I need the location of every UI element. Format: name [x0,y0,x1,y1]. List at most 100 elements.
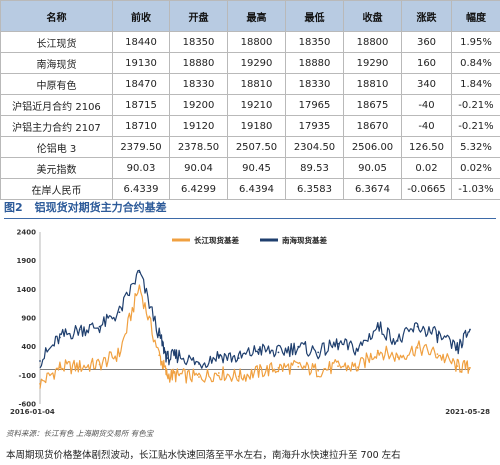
series-point [138,285,141,288]
quotes-table: 名称 前收 开盘 最高 最低 收盘 涨跌 幅度 长江现货 18440 18350 18… [0,0,500,200]
row-name-cell: 中原有色 [0,73,113,95]
row-name-cell: 在岸人民币 [0,178,113,200]
series-point [237,357,240,360]
series-point [39,360,41,362]
value-cell: 340 [401,73,452,95]
summary-caption: 本周期现货价格整体剧烈波动，长江贴水快速回落至平水左右，南海升水快速拉升至 70… [6,450,401,461]
series-point [237,375,240,378]
series-point [118,311,121,314]
series-point [198,376,200,378]
value-cell: 18440 [112,31,170,53]
value-cell: 18350 [285,31,344,53]
table-row: 南海现货 19130 18880 19290 18880 19290 160 0.84% [0,52,500,74]
value-cell: 18800 [343,31,402,53]
value-cell: 18710 [112,115,170,137]
value-cell: 2304.50 [285,136,344,158]
series-point [78,365,81,368]
figure-number: 图2 [4,201,23,214]
series-point [98,363,101,366]
table-header-row: 名称 前收 开盘 最高 最低 收盘 涨跌 幅度 [0,0,500,32]
value-cell: 19200 [169,94,228,116]
y-tick-label: 2400 [17,229,37,237]
y-tick-label: 1400 [17,286,37,294]
table-row: 伦铝电 3 2379.50 2378.50 2507.50 2304.50 2506.00… [0,136,500,158]
value-cell: -1.03% [451,178,500,200]
value-cell: 17935 [285,115,344,137]
value-cell: 6.4339 [112,178,170,200]
value-cell: -0.0665 [401,178,452,200]
legend-label: 南海现货基差 [282,235,327,245]
table-row: 长江现货 18440 18350 18800 18350 18800 360 1.95% [0,31,500,53]
series-point [416,325,419,328]
series-point [416,346,419,349]
value-cell: 1.84% [451,73,500,95]
table-row: 在岸人民币 6.4339 6.4299 6.4394 6.3583 6.3674 -0.06… [0,178,500,200]
header-cell: 幅度 [451,0,500,32]
value-cell: 2378.50 [169,136,228,158]
value-cell: 6.3674 [343,178,402,200]
legend-label: 长江现货基差 [194,235,239,245]
series-point [158,354,161,357]
value-cell: 0.02 [401,157,452,179]
series-point [317,351,320,354]
series-point [257,348,260,351]
series-point [58,336,61,339]
value-cell: 18470 [112,73,170,95]
header-cell: 开盘 [169,0,228,32]
series-point [396,356,399,358]
series-point [166,374,169,377]
series-point [98,325,101,328]
y-tick-label: -100 [18,372,36,380]
value-cell: 6.4394 [227,178,286,200]
series-point [166,357,169,360]
series-point [277,351,280,354]
y-tick-label: -600 [18,401,36,409]
value-cell: 17965 [285,94,344,116]
value-cell: 5.32% [451,136,500,158]
row-name-cell: 沪铝主力合约 2107 [0,115,113,137]
figure-title-text: 铝现货对期货主力合约基差 [34,201,167,214]
row-name-cell: 美元指数 [0,157,113,179]
y-tick-label: 1900 [17,257,37,265]
series-point [297,365,300,368]
series-point [39,383,41,385]
source-note: 资料来源：长江有色 上海期货交易所 有色宝 [6,429,154,438]
value-cell: 19130 [112,52,170,74]
series-point [396,340,399,342]
value-cell: 90.03 [112,157,170,179]
series-point [78,328,81,331]
table-row: 中原有色 18470 18330 18810 18330 18810 340 1.84% [0,73,500,95]
series-point [337,342,339,345]
value-cell: 18330 [285,73,344,95]
series-point [297,345,300,348]
value-cell: 18810 [227,73,286,95]
table-row: 沪铝近月合约 2106 18715 19200 19210 17965 18675 -40-… [0,94,500,116]
value-cell: 1.95% [451,31,500,53]
value-cell: -0.21% [451,94,500,116]
value-cell: -40 [401,115,452,137]
header-cell: 收盘 [343,0,402,32]
value-cell: 18715 [112,94,170,116]
value-cell: 2506.00 [343,136,402,158]
series-point [198,362,200,365]
table-body: 长江现货 18440 18350 18800 18350 18800 360 1.95% 南海现… [0,31,500,200]
value-cell: 18675 [343,94,402,116]
value-cell: 19210 [227,94,286,116]
figure-title: 图2 铝现货对期货主力合约基差 [4,200,496,219]
value-cell: -40 [401,94,452,116]
series-point [178,354,180,357]
row-name-cell: 南海现货 [0,52,113,74]
row-name-cell: 伦铝电 3 [0,136,113,158]
value-cell: 6.3583 [285,178,344,200]
series-point [257,370,260,373]
series-point [376,349,379,352]
value-cell: 19290 [343,52,402,74]
series-point [118,352,121,355]
value-cell: 19180 [227,115,286,137]
row-name-cell: 沪铝近月合约 2106 [0,94,113,116]
value-cell: 18880 [169,52,228,74]
value-cell: 160 [401,52,452,74]
value-cell: 89.53 [285,157,344,179]
value-cell: 6.4299 [169,178,228,200]
